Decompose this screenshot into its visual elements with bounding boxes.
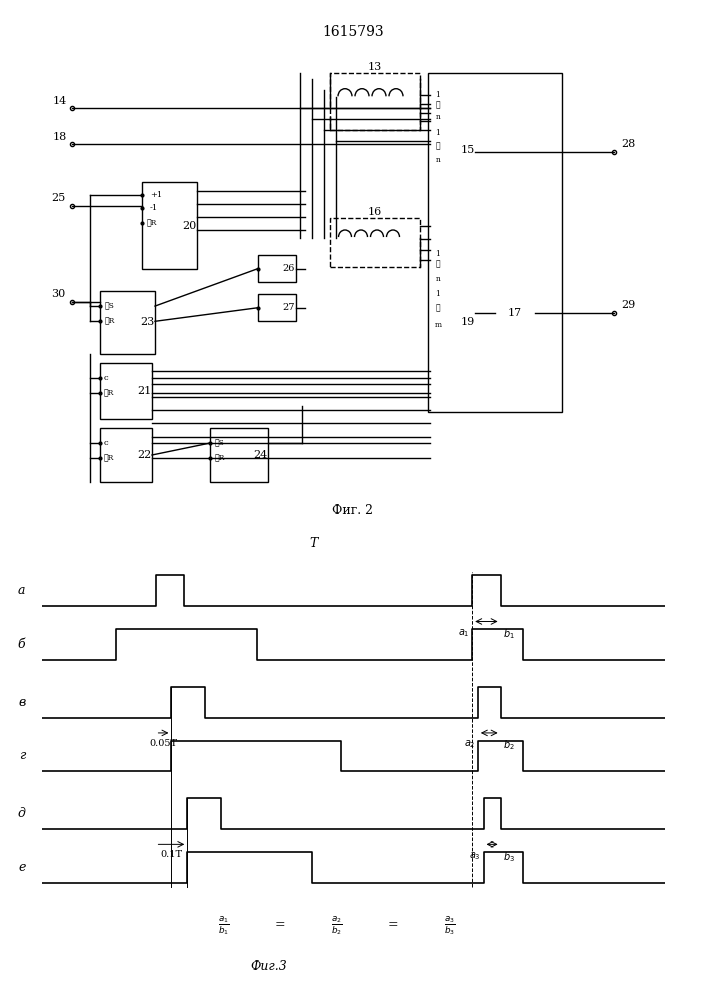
Text: 1: 1 <box>436 129 440 137</box>
Bar <box>430 79 475 220</box>
Text: 22: 22 <box>137 450 151 460</box>
Text: $\frac{a_1}{b_1}$: $\frac{a_1}{b_1}$ <box>218 914 229 937</box>
Text: 1: 1 <box>436 91 440 99</box>
Text: Фиг. 2: Фиг. 2 <box>332 504 373 517</box>
Text: 21: 21 <box>137 386 151 396</box>
Text: 17: 17 <box>508 308 522 318</box>
Text: $b_2$: $b_2$ <box>503 739 515 752</box>
Text: 1: 1 <box>436 250 440 258</box>
Text: +1: +1 <box>150 191 162 199</box>
Text: $\frac{a_3}{b_3}$: $\frac{a_3}{b_3}$ <box>444 914 455 937</box>
Bar <box>100 428 152 482</box>
Text: n: n <box>436 275 440 283</box>
Text: а: а <box>18 584 25 597</box>
Text: 13: 13 <box>368 62 382 72</box>
Text: 25: 25 <box>51 193 65 203</box>
Bar <box>430 238 475 406</box>
Text: 18: 18 <box>53 132 67 142</box>
Text: 29: 29 <box>621 300 635 310</box>
Bar <box>258 294 296 321</box>
Text: ⋯: ⋯ <box>436 142 440 150</box>
Bar <box>330 218 420 267</box>
Text: в: в <box>18 696 25 709</box>
Text: 27: 27 <box>283 303 296 312</box>
Text: $b_3$: $b_3$ <box>503 850 515 864</box>
Text: ∅R: ∅R <box>104 454 115 462</box>
Bar <box>428 73 562 412</box>
Text: 14: 14 <box>53 96 67 106</box>
Text: Фиг.3: Фиг.3 <box>250 960 287 973</box>
Text: е: е <box>18 861 25 874</box>
Text: 26: 26 <box>283 264 296 273</box>
Text: 1: 1 <box>436 290 440 298</box>
Text: 20: 20 <box>182 221 196 231</box>
Text: -1: -1 <box>150 204 158 212</box>
Text: n: n <box>436 113 440 121</box>
Text: ⋯: ⋯ <box>436 304 440 312</box>
Bar <box>100 363 152 419</box>
Text: 16: 16 <box>368 207 382 217</box>
Text: $\frac{a_2}{b_2}$: $\frac{a_2}{b_2}$ <box>331 914 342 937</box>
Text: ∅R: ∅R <box>105 317 115 325</box>
Bar <box>495 297 535 328</box>
Text: m: m <box>434 321 442 329</box>
Text: 30: 30 <box>51 289 65 299</box>
Text: 23: 23 <box>140 317 154 327</box>
Text: 19: 19 <box>461 317 475 327</box>
Text: $a_3$: $a_3$ <box>469 850 481 862</box>
Text: T: T <box>310 537 318 550</box>
Text: 0.05T: 0.05T <box>149 739 177 748</box>
Text: г: г <box>19 749 25 762</box>
Text: 1615793: 1615793 <box>322 25 385 39</box>
Text: б: б <box>18 638 25 651</box>
Text: $b_1$: $b_1$ <box>503 627 515 641</box>
Text: =: = <box>274 919 286 932</box>
Text: =: = <box>387 919 399 932</box>
Text: c: c <box>104 374 109 382</box>
Text: 24: 24 <box>253 450 267 460</box>
Text: 15: 15 <box>461 145 475 155</box>
Text: ⋯: ⋯ <box>436 101 440 109</box>
Bar <box>142 182 197 269</box>
Bar <box>100 291 155 354</box>
Text: $a_2$: $a_2$ <box>464 739 475 750</box>
Bar <box>330 73 420 130</box>
Text: n: n <box>436 156 440 164</box>
Text: c: c <box>104 439 109 447</box>
Bar <box>210 428 268 482</box>
Text: ⋯: ⋯ <box>436 261 440 269</box>
Text: ∅R: ∅R <box>147 219 158 227</box>
Text: $a_1$: $a_1$ <box>458 627 469 639</box>
Text: ∅R: ∅R <box>215 454 226 462</box>
Text: ∅S: ∅S <box>105 302 115 310</box>
Text: 28: 28 <box>621 139 635 149</box>
Bar <box>258 255 296 282</box>
Text: 0.1T: 0.1T <box>160 850 182 859</box>
Text: ∅S: ∅S <box>215 439 225 447</box>
Text: ∅R: ∅R <box>104 389 115 397</box>
Text: д: д <box>18 807 25 820</box>
